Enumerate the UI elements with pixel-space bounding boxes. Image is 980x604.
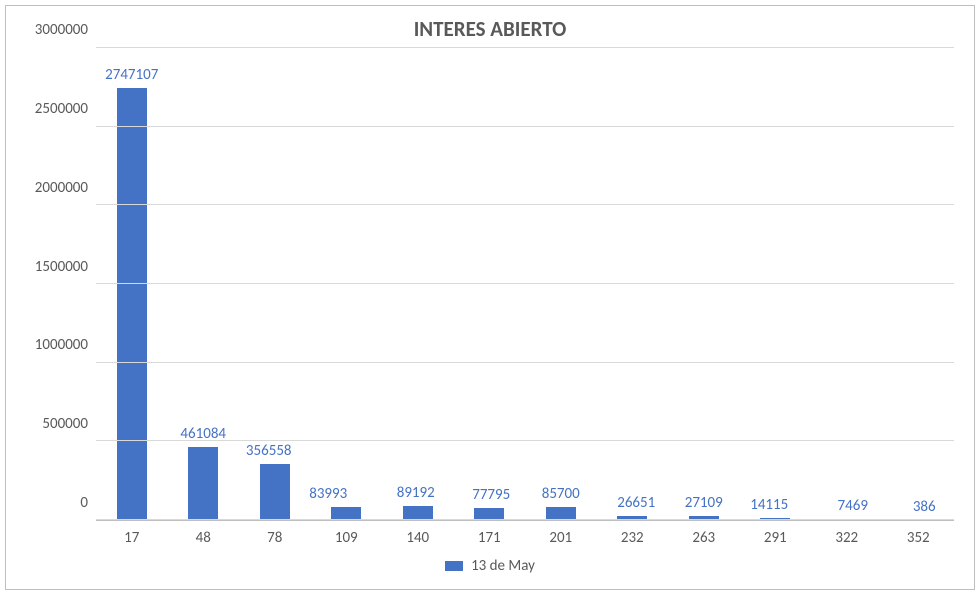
x-tick-label: 263 [668,529,740,547]
chart-container: INTERES ABIERTO 0 500000 1000000 1500000 200… [5,5,975,590]
bar-slot: 26651 [597,48,669,520]
plot-area: 2747107 461084 356558 83993 89192 77795 85700 2… [96,48,954,521]
gridline [96,283,954,284]
y-tick-label: 1500000 [35,258,88,276]
bar-slot: 2747107 [96,48,168,520]
gridline [96,440,954,441]
bar-slot: 7469 [811,48,883,520]
data-label: 26651 [617,494,655,512]
bar-slot: 461084 [168,48,240,520]
legend-swatch [445,561,463,571]
y-tick-label: 500000 [42,415,88,433]
legend-label: 13 de May [471,557,535,575]
data-label: 2747107 [105,66,158,84]
x-tick-label: 291 [740,529,812,547]
x-tick-label: 352 [883,529,955,547]
legend: 13 de May [6,547,974,589]
bar-slot: 27109 [668,48,740,520]
data-label: 89192 [397,484,435,502]
y-tick-label: 2000000 [35,179,88,197]
bar-slot: 386 [883,48,955,520]
bars-layer: 2747107 461084 356558 83993 89192 77795 85700 2… [96,48,954,520]
x-tick-label: 109 [311,529,383,547]
data-label: 7469 [838,497,868,515]
x-tick-label: 78 [239,529,311,547]
bar-slot: 85700 [525,48,597,520]
data-label: 27109 [685,494,723,512]
x-tick-label: 322 [811,529,883,547]
bar-slot: 77795 [454,48,526,520]
data-label: 386 [913,498,936,516]
y-axis: 0500000100000015000002000000250000030000… [6,48,96,521]
chart-title: INTERES ABIERTO [6,6,974,48]
y-tick-label: 2500000 [35,100,88,118]
bar: 356558 [260,464,290,520]
bar: 85700 [546,507,576,520]
plot-row: 0500000100000015000002000000250000030000… [6,48,974,521]
x-axis: 174878109140171201232263291322352 [96,521,954,547]
bar-slot: 83993 [311,48,383,520]
data-label: 356558 [246,442,292,460]
bar: 461084 [188,447,218,520]
bar: 2747107 [117,88,147,520]
x-tick-label: 201 [525,529,597,547]
x-tick-label: 48 [168,529,240,547]
gridline [96,47,954,48]
gridline [96,126,954,127]
bar-slot: 14115 [740,48,812,520]
x-tick-label: 17 [96,529,168,547]
y-tick-label: 1000000 [35,336,88,354]
data-label: 77795 [472,486,510,504]
data-label: 83993 [309,485,347,503]
data-label: 85700 [542,485,580,503]
x-tick-label: 232 [597,529,669,547]
bar: 89192 [403,506,433,520]
y-tick-label: 3000000 [35,21,88,39]
data-label: 14115 [750,496,788,514]
bar-slot: 89192 [382,48,454,520]
bar-slot: 356558 [239,48,311,520]
gridline [96,362,954,363]
chart-body: 0500000100000015000002000000250000030000… [6,48,974,589]
x-tick-label: 140 [382,529,454,547]
x-tick-label: 171 [454,529,526,547]
gridline [96,519,954,520]
gridline [96,204,954,205]
y-tick-label: 0 [80,494,88,512]
